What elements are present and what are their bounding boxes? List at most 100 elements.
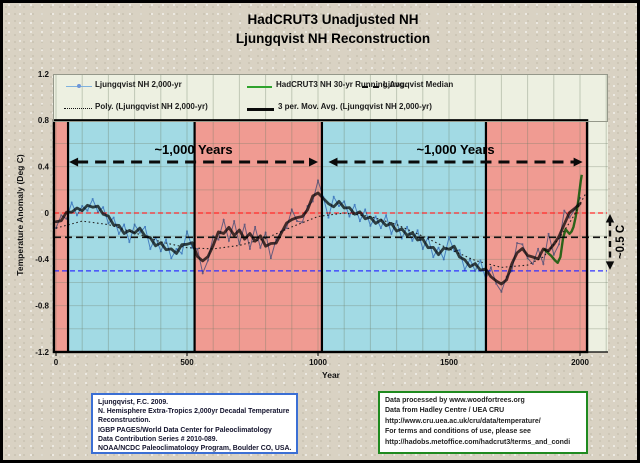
series-raw-marker xyxy=(343,200,346,203)
citation-line: NOAA/NCDC Paleoclimatology Program, Boul… xyxy=(98,445,292,453)
series-raw-marker xyxy=(254,225,257,228)
series-raw-marker xyxy=(76,214,78,217)
series-raw-marker xyxy=(144,225,146,228)
legend-label: Ljungqvist Median xyxy=(383,80,454,89)
series-raw-marker xyxy=(558,243,560,246)
series-raw-marker xyxy=(547,232,550,235)
series-raw-marker xyxy=(500,290,503,293)
series-raw-marker xyxy=(269,257,272,260)
series-raw-marker xyxy=(275,238,277,241)
series-raw-marker xyxy=(510,270,513,272)
series-raw-marker xyxy=(238,243,241,246)
series-raw-marker xyxy=(117,232,120,235)
arrow-right-icon xyxy=(573,157,583,167)
chart-title: HadCRUT3 Unadjusted NH Ljungqvist NH Rec… xyxy=(33,10,633,48)
series-raw-marker xyxy=(217,238,220,241)
series-raw-marker xyxy=(463,268,466,271)
legend-label: Ljungqvist NH 2,000-yr xyxy=(95,80,182,89)
arrow-down-icon xyxy=(605,261,615,270)
series-raw-marker xyxy=(432,256,435,258)
series-raw-marker xyxy=(359,220,361,223)
series-raw-marker xyxy=(537,247,539,250)
series-raw-marker xyxy=(390,232,393,235)
series-raw-marker xyxy=(259,246,262,249)
x-tick-label: 0 xyxy=(54,358,59,367)
series-raw-marker xyxy=(400,237,403,240)
y-tick-label: -0.4 xyxy=(35,255,49,264)
series-raw-marker xyxy=(138,231,141,234)
series-raw-marker xyxy=(437,246,440,249)
series-raw-marker xyxy=(112,216,115,219)
citation-box-ljungqvist: Ljungqvist, F.C. 2009. N. Hemisphere Ext… xyxy=(91,393,298,454)
era-band xyxy=(321,120,486,352)
series-raw-marker xyxy=(123,223,126,226)
source-line: http://www.cru.uea.ac.uk/cru/data/temper… xyxy=(385,417,541,425)
y-tick-label: 0.8 xyxy=(38,116,50,125)
series-raw-marker xyxy=(165,238,167,241)
series-raw-marker xyxy=(395,220,398,223)
series-raw-marker xyxy=(579,197,581,199)
series-raw-marker xyxy=(448,236,450,239)
citation-line: Data Contribution Series # 2010-089. xyxy=(98,435,218,443)
series-raw-marker xyxy=(91,198,94,201)
series-raw-marker xyxy=(290,208,293,211)
series-raw-marker xyxy=(416,229,419,232)
series-raw-marker xyxy=(311,200,314,203)
series-raw-marker xyxy=(301,221,304,224)
chart-title-line2: Ljungqvist NH Reconstruction xyxy=(235,31,431,46)
series-raw-marker xyxy=(364,208,367,211)
series-raw-marker xyxy=(201,272,204,275)
series-raw-marker xyxy=(296,220,298,223)
source-line: For terms and conditions of use, please … xyxy=(385,428,531,436)
series-raw-marker xyxy=(186,230,188,233)
legend-line-sample-dashed xyxy=(362,86,379,88)
series-raw-marker xyxy=(516,242,519,245)
y-axis-title: Temperature Anomaly (Deg C) xyxy=(15,154,25,276)
series-raw-group xyxy=(55,178,581,293)
series-raw-marker xyxy=(55,227,57,229)
series-raw-marker xyxy=(338,205,340,207)
source-line: Data processed by www.woodfortrees.org xyxy=(385,397,525,404)
series-raw-marker xyxy=(521,243,524,246)
series-raw-marker xyxy=(65,217,68,220)
series-raw-marker xyxy=(196,247,199,250)
series-raw-marker xyxy=(264,231,267,234)
series-raw-marker xyxy=(552,253,555,256)
legend-line-sample-blue xyxy=(66,84,92,88)
citation-line: N. Hemisphere Extra-Tropics 2,000yr Deca… xyxy=(98,408,290,416)
span-annotation-label: ~1,000 Years xyxy=(154,142,232,157)
series-raw-marker xyxy=(175,247,178,250)
series-raw-marker xyxy=(469,258,471,261)
x-tick-label: 1000 xyxy=(309,358,327,367)
data-source-box: Data processed by www.woodfortrees.org D… xyxy=(378,391,588,454)
series-raw-marker xyxy=(159,250,162,253)
arrow-left-icon xyxy=(69,157,79,167)
series-raw-marker xyxy=(406,225,408,228)
legend-label: Poly. (Ljungqvist NH 2,000-yr) xyxy=(95,102,208,111)
citation-line: Reconstruction. xyxy=(98,417,151,425)
series-raw-marker xyxy=(191,246,194,249)
series-raw-marker xyxy=(458,249,461,251)
series-raw-marker xyxy=(563,209,566,212)
y-tick-label: -1.2 xyxy=(35,348,49,357)
arrow-right-icon xyxy=(309,157,318,167)
series-raw-marker xyxy=(233,220,236,223)
series-raw-marker xyxy=(243,223,246,226)
series-raw-marker xyxy=(248,247,251,250)
citation-line: IGBP PAGES/World Data Center for Paleocl… xyxy=(98,426,272,434)
series-raw-marker xyxy=(222,219,225,221)
series-raw-marker xyxy=(374,215,377,218)
series-poly-trend xyxy=(55,194,586,268)
series-raw-marker xyxy=(149,247,152,250)
series-raw-marker xyxy=(495,282,498,285)
series-hadcrut3 xyxy=(542,174,583,264)
x-axis-title: Year xyxy=(322,370,341,380)
series-raw-marker xyxy=(490,266,492,269)
legend-label: 3 per. Mov. Avg. (Ljungqvist NH 2,000-yr… xyxy=(278,102,432,111)
series-raw-marker xyxy=(411,239,414,242)
series-raw-marker xyxy=(421,247,424,250)
series-raw-marker xyxy=(128,241,131,243)
series-raw-marker xyxy=(60,214,63,217)
series-raw-marker xyxy=(427,236,429,239)
series-raw-marker xyxy=(285,227,288,229)
